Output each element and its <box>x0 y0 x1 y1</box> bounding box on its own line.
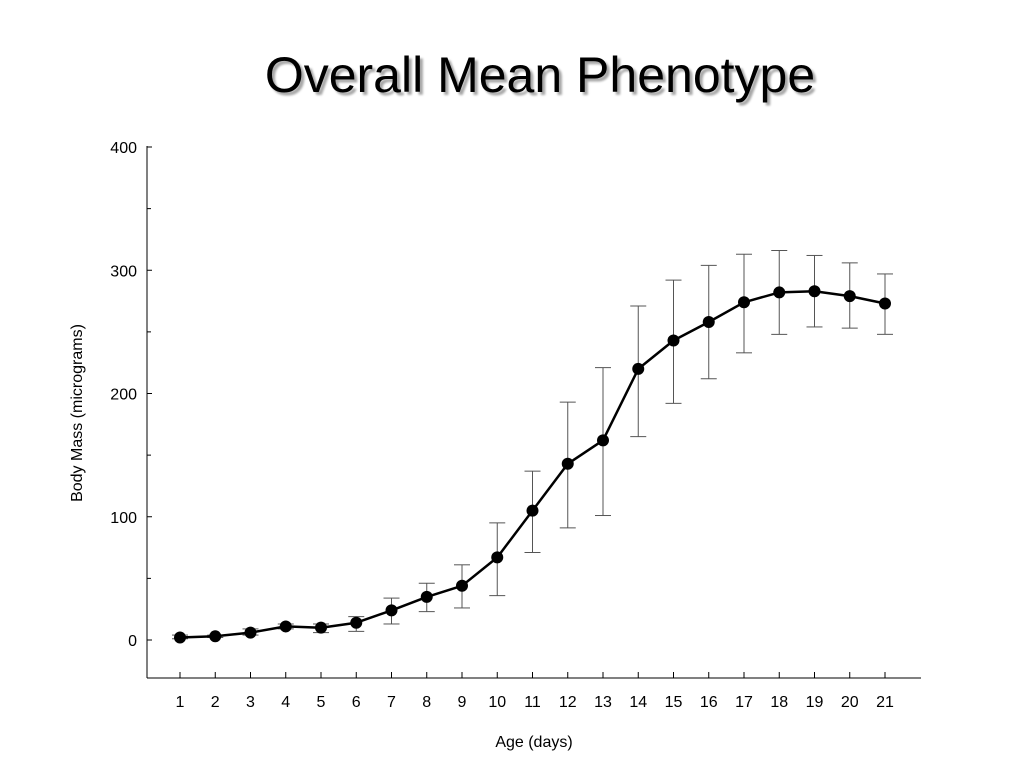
x-tick-label: 5 <box>317 694 326 711</box>
data-point <box>632 362 645 375</box>
data-point <box>561 457 574 470</box>
x-tick-label: 3 <box>246 694 255 711</box>
x-tick-label: 18 <box>770 694 788 711</box>
x-tick-label: 11 <box>524 694 541 711</box>
x-tick-label: 21 <box>876 694 894 711</box>
y-tick-label: 0 <box>128 633 137 650</box>
data-point <box>843 290 856 303</box>
x-tick-label: 17 <box>735 694 753 711</box>
data-point <box>279 620 292 633</box>
data-point <box>456 579 468 592</box>
x-tick-label: 10 <box>488 694 506 711</box>
data-point <box>808 285 821 298</box>
x-tick-label: 1 <box>176 694 185 711</box>
data-point <box>315 621 327 634</box>
data-point <box>385 604 398 617</box>
x-tick-label: 6 <box>352 694 361 711</box>
y-tick-label: 200 <box>110 387 137 404</box>
data-point <box>738 296 750 309</box>
x-tick-label: 14 <box>629 694 647 711</box>
data-point <box>491 551 504 564</box>
data-point <box>526 504 539 517</box>
data-point <box>350 616 363 629</box>
x-tick-label: 16 <box>700 694 718 711</box>
x-tick-label: 13 <box>594 694 612 711</box>
x-tick-label: 20 <box>841 694 859 711</box>
page-title: Overall Mean Phenotype <box>264 47 816 103</box>
data-point <box>244 626 257 639</box>
y-tick-label: 300 <box>110 263 137 280</box>
data-point <box>773 286 786 299</box>
data-point <box>209 630 222 643</box>
data-point <box>702 316 715 329</box>
data-point <box>597 434 609 447</box>
x-axis-title: Age (days) <box>495 734 572 751</box>
y-tick-label: 400 <box>110 140 137 157</box>
y-tick-label: 100 <box>110 510 137 527</box>
x-tick-label: 9 <box>458 694 467 711</box>
x-tick-label: 12 <box>559 694 577 711</box>
data-point <box>174 631 186 644</box>
x-tick-label: 19 <box>806 694 824 711</box>
data-point <box>667 334 680 347</box>
data-point <box>879 297 891 310</box>
y-axis-title: Body Mass (micrograms) <box>69 324 86 502</box>
x-tick-label: 15 <box>665 694 683 711</box>
series-line <box>179 289 886 639</box>
x-tick-label: 2 <box>211 694 220 711</box>
x-tick-label: 8 <box>422 694 431 711</box>
data-point <box>420 590 433 603</box>
x-tick-label: 4 <box>281 694 290 711</box>
x-tick-label: 7 <box>387 694 396 711</box>
